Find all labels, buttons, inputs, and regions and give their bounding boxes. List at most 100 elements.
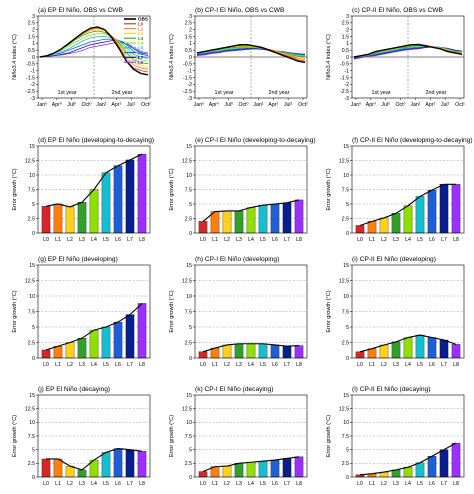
y-tick-label: 15 [186,393,192,399]
x-tick-label: L1 [369,481,375,487]
y-tick-label: 0.5 [28,48,35,54]
x-tick-label: L3 [236,362,242,368]
bar-l4 [89,329,99,359]
y-tick-label: 0 [189,231,192,237]
bar-l0 [198,221,208,234]
x-tick-label: L2 [381,481,387,487]
bar-l8 [451,184,461,234]
x-tick-label: L7 [441,481,447,487]
trend-line [45,153,143,208]
y-tick-label: 15 [186,263,192,269]
bar-l2 [379,217,389,234]
x-tick-label: Oct⁰ [238,102,248,108]
year-label-second: 2nd year [112,90,133,96]
y-tick-label: 0 [32,231,35,237]
bar-l7 [439,184,449,234]
plot-frame [37,145,151,234]
bar-l3 [77,338,87,359]
y-tick-label: 7.5 [185,309,192,315]
y-tick-label: 3 [32,14,35,20]
y-tick-label: 15 [186,144,192,150]
y-tick-label: 10 [29,173,35,179]
x-tick-label: L6 [115,237,121,243]
y-tick-label: 12.5 [339,406,349,412]
x-tick-label: L5 [417,362,423,368]
plot-frame [37,394,151,478]
x-tick-label: Jul¹ [284,102,293,108]
bar-l4 [246,462,256,478]
y-tick-label: 5 [346,325,349,331]
x-tick-label: L8 [296,362,302,368]
y-tick-label: 1.5 [342,34,349,40]
y-axis-label: Error growth (°C) [169,290,175,332]
bar-l8 [137,153,147,234]
legend-label-l8: L8 [138,60,144,65]
bar-l1 [210,211,220,234]
y-tick-label: 15 [343,263,349,269]
x-tick-label: Jul⁰ [67,102,76,108]
x-tick-label: L1 [369,362,375,368]
y-tick-label: 0 [32,55,35,61]
x-tick-label: L3 [393,362,399,368]
x-tick-label: L5 [417,481,423,487]
year-label-second: 2nd year [426,90,447,96]
x-tick-label: Apr¹ [111,102,121,108]
y-tick-label: 5 [32,325,35,331]
x-tick-label: L3 [236,237,242,243]
panel-title: (e) CP-I El Niño (developing-to-decaying… [195,137,316,144]
x-tick-label: L4 [405,237,411,243]
x-tick-label: L4 [91,481,97,487]
y-tick-label: -0.5 [183,62,192,68]
trend-line [359,334,457,353]
y-tick-label: 7.5 [342,187,349,193]
trend-line [202,343,300,353]
bar-l1 [210,347,220,359]
y-tick-label: -2 [344,82,349,88]
x-tick-label: L4 [405,362,411,368]
trend-line [359,183,456,226]
bar-l0 [355,474,365,478]
y-tick-label: 2.5 [185,461,192,467]
y-tick-label: 0 [32,475,35,481]
x-tick-label: L8 [296,237,302,243]
x-tick-label: L3 [236,481,242,487]
bar-l1 [53,458,63,478]
y-tick-label: 5 [189,202,192,208]
y-tick-label: 10 [343,294,349,300]
y-tick-label: 2.5 [28,461,35,467]
x-tick-label: L2 [67,481,73,487]
x-tick-label: Jul⁰ [224,102,233,108]
panel-title: (j) EP El Niño (decaying) [38,386,110,393]
y-tick-label: 2.5 [342,340,349,346]
bar-l7 [282,202,292,234]
x-tick-label: L7 [127,237,133,243]
x-tick-label: L2 [224,481,230,487]
x-tick-label: L6 [115,362,121,368]
x-tick-label: L5 [103,362,109,368]
y-tick-label: 5 [189,447,192,453]
bar-l6 [427,189,437,234]
x-tick-label: L8 [453,237,459,243]
y-tick-label: 0 [346,475,349,481]
bar-l2 [65,465,75,478]
bar-l7 [125,314,135,359]
x-tick-label: Apr⁰ [366,102,376,108]
x-tick-label: L0 [200,362,206,368]
trend-line [46,448,143,471]
x-tick-label: Jul⁰ [381,102,390,108]
y-tick-label: 12.5 [25,278,35,284]
year-label-first: 1st year [372,90,391,96]
bar-l4 [89,189,99,234]
x-tick-label: L5 [260,481,266,487]
x-tick-label: L2 [67,237,73,243]
y-axis-label: Error growth (°C) [326,290,332,332]
bar-l0 [198,471,208,478]
y-tick-label: 0 [189,55,192,61]
x-tick-label: L8 [139,237,145,243]
x-tick-label: L6 [429,362,435,368]
y-tick-label: 1.5 [28,34,35,40]
x-tick-label: L3 [79,362,85,368]
bar-l8 [451,442,461,478]
y-tick-label: 0 [32,356,35,362]
